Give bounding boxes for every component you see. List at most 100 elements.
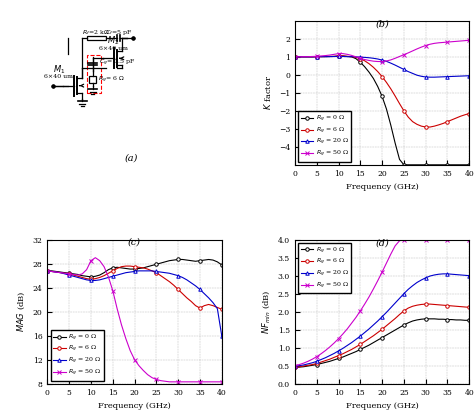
$R_g$ = 50 Ω [401, 52, 407, 57]
$R_g$ = 0 Ω [440, 317, 446, 322]
$R_g$ = 20 Ω [318, 357, 324, 362]
Line: $R_g$ = 6 Ω: $R_g$ = 6 Ω [46, 264, 223, 311]
$R_g$ = 20 Ω [336, 54, 341, 59]
$R_g$ = 0 Ω [215, 259, 220, 264]
$R_g$ = 50 Ω [392, 56, 398, 61]
$R_g$ = 50 Ω [331, 340, 337, 345]
$R_g$ = 6 Ω [310, 362, 315, 367]
$R_g$ = 20 Ω [362, 55, 367, 60]
$R_g$ = 0 Ω [201, 258, 207, 263]
$R_g$ = 0 Ω [466, 318, 472, 323]
$R_g$ = 50 Ω [327, 344, 333, 349]
$R_g$ = 20 Ω [397, 65, 402, 70]
$R_g$ = 0 Ω [92, 274, 98, 279]
$R_g$ = 0 Ω [449, 317, 455, 322]
$R_g$ = 6 Ω [345, 349, 350, 354]
$R_g$ = 0 Ω [158, 261, 164, 266]
$R_g$ = 0 Ω [345, 54, 350, 59]
$R_g$ = 0 Ω [88, 274, 94, 279]
$R_g$ = 50 Ω [162, 379, 168, 384]
$R_g$ = 50 Ω [88, 258, 94, 263]
$R_g$ = 0 Ω [392, 327, 398, 332]
$R_g$ = 50 Ω [436, 237, 442, 242]
$R_g$ = 0 Ω [206, 257, 211, 262]
$R_g$ = 20 Ω [175, 273, 181, 278]
Text: (a): (a) [124, 153, 138, 163]
$R_g$ = 6 Ω [436, 122, 442, 127]
$R_g$ = 0 Ω [188, 258, 194, 263]
$R_g$ = 20 Ω [188, 280, 194, 285]
$R_g$ = 6 Ω [436, 302, 442, 307]
Legend: $R_g$ = 0 Ω, $R_g$ = 6 Ω, $R_g$ = 20 Ω, $R_g$ = 50 Ω: $R_g$ = 0 Ω, $R_g$ = 6 Ω, $R_g$ = 20 Ω, … [51, 330, 104, 381]
$R_g$ = 6 Ω [392, 316, 398, 321]
$R_g$ = 20 Ω [305, 362, 311, 367]
$R_g$ = 0 Ω [314, 362, 319, 367]
Text: $C_f$=5 pF: $C_f$=5 pF [105, 28, 132, 37]
$R_g$ = 6 Ω [362, 339, 367, 344]
$R_g$ = 6 Ω [58, 270, 64, 275]
$R_g$ = 0 Ω [414, 317, 420, 322]
Line: $R_g$ = 6 Ω: $R_g$ = 6 Ω [293, 54, 471, 129]
$R_g$ = 0 Ω [331, 357, 337, 362]
$R_g$ = 0 Ω [128, 266, 133, 271]
$R_g$ = 6 Ω [336, 353, 341, 358]
$R_g$ = 0 Ω [371, 340, 376, 345]
$R_g$ = 50 Ω [410, 48, 415, 53]
$R_g$ = 0 Ω [45, 269, 50, 274]
$R_g$ = 20 Ω [375, 56, 381, 61]
$R_g$ = 6 Ω [53, 269, 59, 274]
$R_g$ = 20 Ω [106, 275, 111, 280]
Y-axis label: $K$ factor: $K$ factor [262, 75, 273, 111]
$R_g$ = 0 Ω [184, 258, 190, 263]
Legend: $R_g$ = 0 Ω, $R_g$ = 6 Ω, $R_g$ = 20 Ω, $R_g$ = 50 Ω: $R_g$ = 0 Ω, $R_g$ = 6 Ω, $R_g$ = 20 Ω, … [298, 111, 351, 162]
$R_g$ = 50 Ω [292, 54, 298, 59]
$R_g$ = 0 Ω [414, 162, 420, 167]
$R_g$ = 50 Ω [49, 269, 55, 274]
$R_g$ = 50 Ω [414, 237, 420, 242]
$R_g$ = 50 Ω [158, 378, 164, 383]
$R_g$ = 6 Ω [453, 304, 459, 309]
$R_g$ = 50 Ω [357, 56, 363, 61]
$R_g$ = 6 Ω [314, 361, 319, 366]
$R_g$ = 0 Ω [71, 271, 76, 276]
$R_g$ = 0 Ω [445, 162, 450, 167]
$R_g$ = 6 Ω [101, 273, 107, 278]
$R_g$ = 0 Ω [162, 259, 168, 264]
Text: $M_1$: $M_1$ [53, 64, 65, 76]
$R_g$ = 6 Ω [327, 54, 333, 59]
$R_g$ = 6 Ω [445, 303, 450, 308]
$R_g$ = 20 Ω [327, 54, 333, 59]
$R_g$ = 6 Ω [340, 351, 346, 356]
$R_g$ = 50 Ω [379, 269, 385, 274]
$R_g$ = 20 Ω [379, 58, 385, 63]
$R_g$ = 6 Ω [410, 304, 415, 309]
$R_g$ = 0 Ω [466, 162, 472, 167]
$R_g$ = 50 Ω [349, 53, 355, 58]
$R_g$ = 20 Ω [301, 362, 307, 367]
$R_g$ = 50 Ω [210, 379, 216, 384]
$R_g$ = 20 Ω [154, 269, 159, 274]
$R_g$ = 50 Ω [462, 38, 468, 43]
$R_g$ = 20 Ω [149, 269, 155, 274]
$R_g$ = 50 Ω [180, 379, 185, 384]
$R_g$ = 6 Ω [392, 93, 398, 98]
$R_g$ = 50 Ω [123, 336, 128, 341]
$R_g$ = 50 Ω [362, 301, 367, 306]
$R_g$ = 6 Ω [123, 264, 128, 269]
Line: $R_g$ = 50 Ω: $R_g$ = 50 Ω [293, 238, 471, 367]
$R_g$ = 0 Ω [379, 335, 385, 340]
$R_g$ = 0 Ω [366, 70, 372, 75]
$R_g$ = 20 Ω [128, 269, 133, 274]
$R_g$ = 50 Ω [97, 258, 102, 263]
X-axis label: Frequency (GHz): Frequency (GHz) [346, 183, 419, 191]
$R_g$ = 6 Ω [353, 55, 359, 60]
$R_g$ = 50 Ω [215, 379, 220, 384]
$R_g$ = 6 Ω [175, 287, 181, 292]
$R_g$ = 50 Ω [410, 237, 415, 242]
$R_g$ = 0 Ω [292, 365, 298, 370]
$R_g$ = 50 Ω [140, 368, 146, 373]
$R_g$ = 50 Ω [445, 237, 450, 242]
$R_g$ = 0 Ω [336, 53, 341, 58]
$R_g$ = 20 Ω [331, 351, 337, 356]
$R_g$ = 0 Ω [62, 270, 68, 275]
